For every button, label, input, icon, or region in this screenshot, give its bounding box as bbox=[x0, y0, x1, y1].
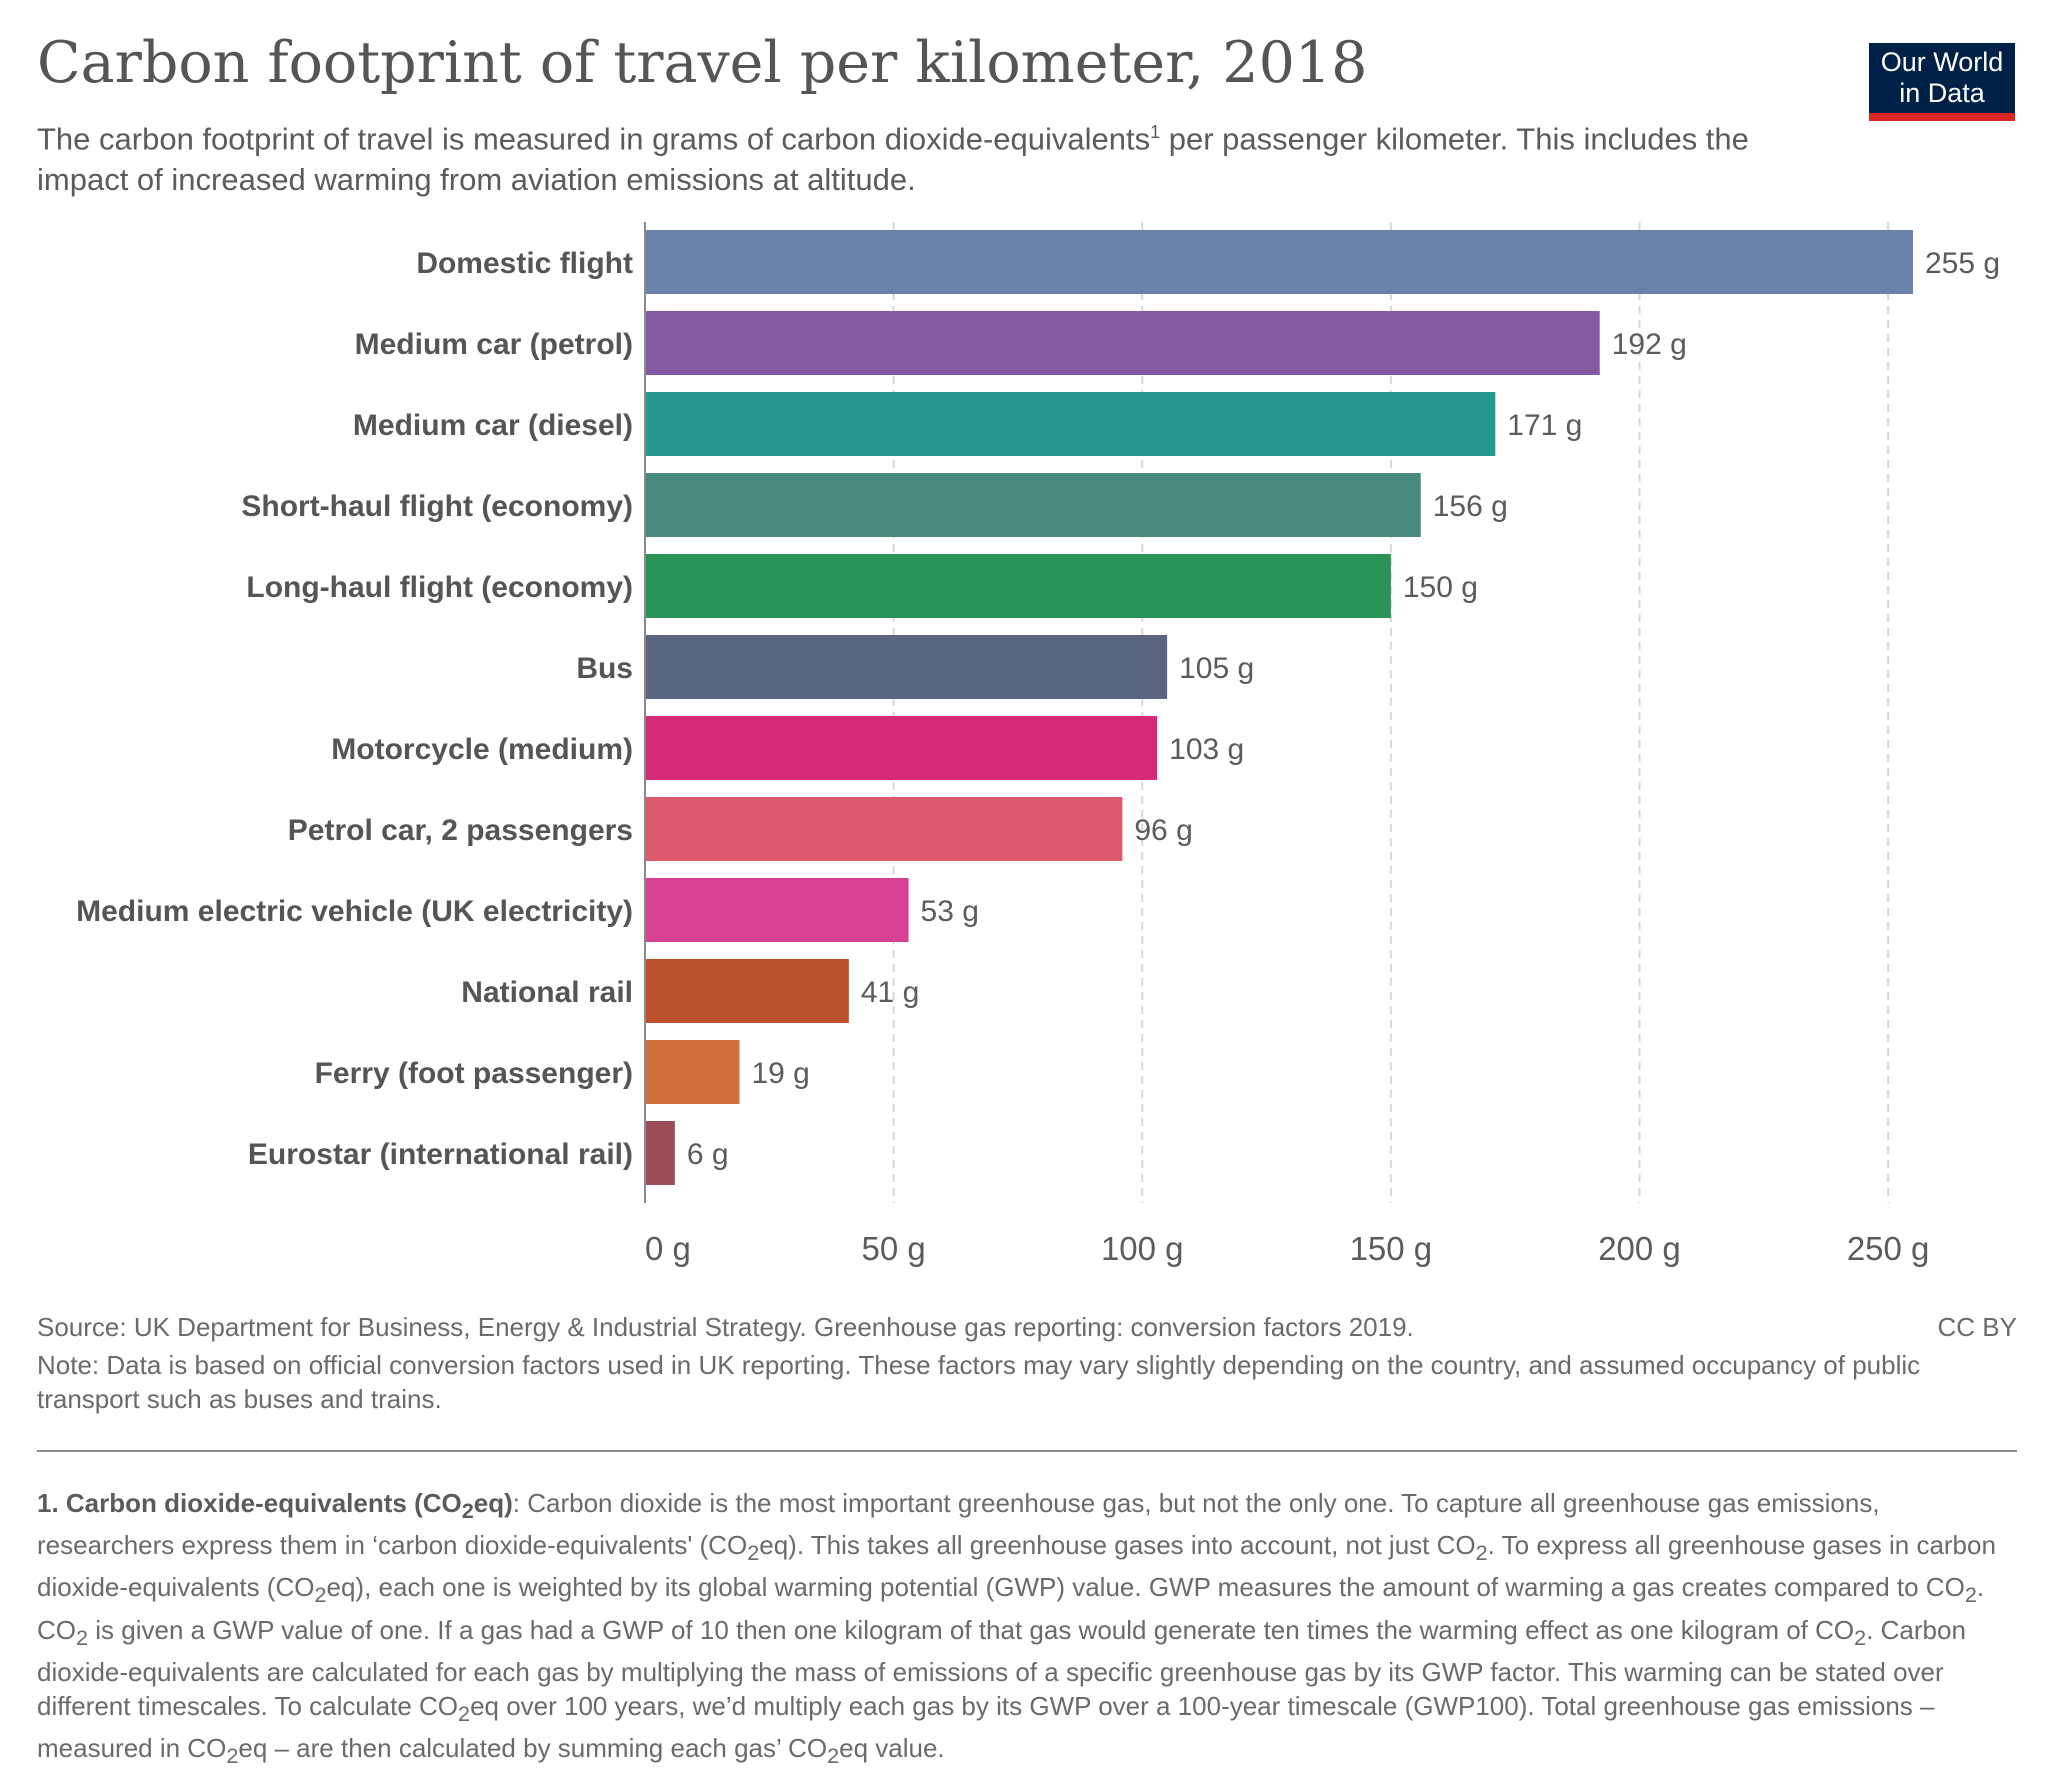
value-label: 156 g bbox=[1433, 490, 1508, 523]
bar[interactable] bbox=[645, 554, 1391, 618]
category-label: Motorcycle (medium) bbox=[331, 733, 633, 766]
category-label: Short-haul flight (economy) bbox=[241, 490, 633, 523]
bar[interactable] bbox=[645, 1040, 740, 1104]
footnote: 1. Carbon dioxide-equivalents (CO2eq): C… bbox=[37, 1488, 1996, 1769]
chart-title: Carbon footprint of travel per kilometer… bbox=[37, 30, 1368, 96]
footnote-marker[interactable]: 1 bbox=[1150, 122, 1161, 142]
value-label: 150 g bbox=[1403, 571, 1478, 604]
x-tick-label: 250 g bbox=[1847, 1230, 1930, 1267]
x-tick-label: 200 g bbox=[1598, 1230, 1681, 1267]
value-label: 19 g bbox=[751, 1057, 809, 1090]
x-tick-label: 100 g bbox=[1101, 1230, 1184, 1267]
value-label: 103 g bbox=[1169, 733, 1244, 766]
source-text: Source: UK Department for Business, Ener… bbox=[37, 1312, 1414, 1342]
logo-line-1: Our World bbox=[1880, 47, 2004, 77]
value-label: 171 g bbox=[1507, 409, 1582, 442]
bar[interactable] bbox=[645, 311, 1600, 375]
x-tick-label: 150 g bbox=[1350, 1230, 1433, 1267]
category-label: Ferry (foot passenger) bbox=[315, 1057, 633, 1090]
bar[interactable] bbox=[645, 959, 849, 1023]
footer-divider bbox=[37, 1450, 2017, 1452]
bar[interactable] bbox=[645, 230, 1913, 294]
category-label: Domestic flight bbox=[416, 247, 633, 280]
category-label: Long-haul flight (economy) bbox=[246, 571, 633, 604]
chart-subtitle: The carbon footprint of travel is measur… bbox=[37, 112, 1827, 200]
x-tick-label: 50 g bbox=[862, 1230, 926, 1267]
subtitle-text: The carbon footprint of travel is measur… bbox=[37, 121, 1151, 157]
category-label: Petrol car, 2 passengers bbox=[288, 814, 633, 847]
subtitle-text-continued: per passenger kilometer. This includes t… bbox=[37, 121, 1749, 198]
x-axis: 0 g 50 g 100 g 150 g 200 g 250 g bbox=[644, 222, 1930, 1267]
value-label: 255 g bbox=[1925, 247, 2000, 280]
value-label: 53 g bbox=[921, 895, 979, 928]
category-label: Bus bbox=[576, 652, 633, 685]
x-tick-label: 0 g bbox=[645, 1230, 691, 1267]
logo-line-2: in Data bbox=[1899, 78, 1985, 108]
note-text: Note: Data is based on official conversi… bbox=[37, 1350, 1921, 1414]
category-label: Medium car (petrol) bbox=[355, 328, 633, 361]
value-label: 6 g bbox=[687, 1138, 729, 1171]
bar[interactable] bbox=[645, 635, 1168, 699]
bar[interactable] bbox=[645, 1121, 675, 1185]
bar-chart: Domestic flight 255 g Medium car (petrol) 1… bbox=[76, 222, 2000, 1267]
bar[interactable] bbox=[645, 473, 1421, 537]
category-label: National rail bbox=[461, 976, 633, 1009]
bar[interactable] bbox=[645, 392, 1496, 456]
bar[interactable] bbox=[645, 797, 1123, 861]
bar[interactable] bbox=[645, 716, 1158, 780]
owid-logo[interactable]: Our World in Data bbox=[1869, 43, 2015, 121]
category-label: Medium electric vehicle (UK electricity) bbox=[76, 895, 633, 928]
value-label: 105 g bbox=[1179, 652, 1254, 685]
gridlines bbox=[892, 222, 1890, 1203]
license-link[interactable]: CC BY bbox=[1937, 1312, 2017, 1342]
bars: Domestic flight 255 g Medium car (petrol) 1… bbox=[76, 230, 2000, 1185]
footnote-heading: 1. Carbon dioxide-equivalents (CO2eq) bbox=[37, 1488, 513, 1524]
value-label: 192 g bbox=[1612, 328, 1687, 361]
value-label: 41 g bbox=[861, 976, 919, 1009]
value-label: 96 g bbox=[1134, 814, 1192, 847]
bar[interactable] bbox=[645, 878, 909, 942]
category-label: Medium car (diesel) bbox=[353, 409, 633, 442]
category-label: Eurostar (international rail) bbox=[248, 1138, 633, 1171]
